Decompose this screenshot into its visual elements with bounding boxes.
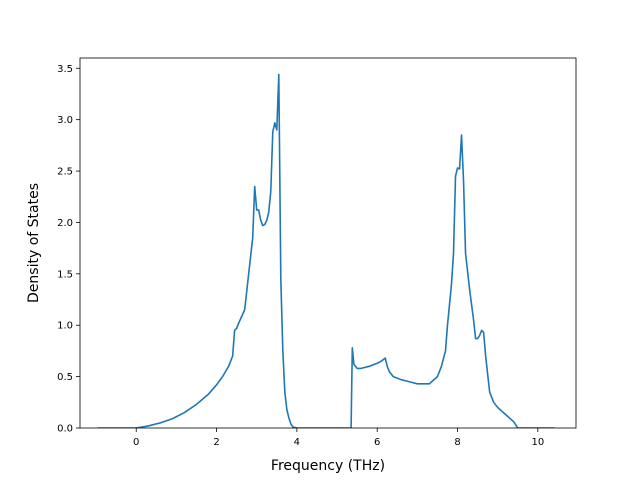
plot-area <box>80 58 576 428</box>
x-tick-label: 6 <box>374 437 380 448</box>
y-tick-label: 1.5 <box>57 269 73 280</box>
plot-frame <box>79 57 577 429</box>
y-tick-label: 2.0 <box>57 218 73 229</box>
y-tick-label: 0.0 <box>57 424 73 435</box>
x-axis-label: Frequency (THz) <box>271 458 385 474</box>
y-tick-label: 3.5 <box>57 64 73 75</box>
y-tick-label: 1.0 <box>57 321 73 332</box>
y-tick-label: 0.5 <box>57 372 73 383</box>
x-tick-label: 8 <box>454 437 460 448</box>
x-tick-label: 10 <box>531 437 544 448</box>
x-tick-label: 4 <box>294 437 300 448</box>
y-axis-label: Density of States <box>26 183 42 303</box>
y-tick-label: 3.0 <box>57 115 73 126</box>
y-axis-ticks: 0.0 0.5 1.0 1.5 2.0 2.5 3.0 3.5 <box>57 64 80 435</box>
x-tick-label: 2 <box>213 437 219 448</box>
series-layer <box>97 73 555 428</box>
y-tick-label: 2.5 <box>57 167 73 178</box>
x-axis-ticks: 0 2 4 6 8 10 <box>133 428 544 448</box>
series-line-0 <box>97 73 555 428</box>
x-tick-label: 0 <box>133 437 139 448</box>
